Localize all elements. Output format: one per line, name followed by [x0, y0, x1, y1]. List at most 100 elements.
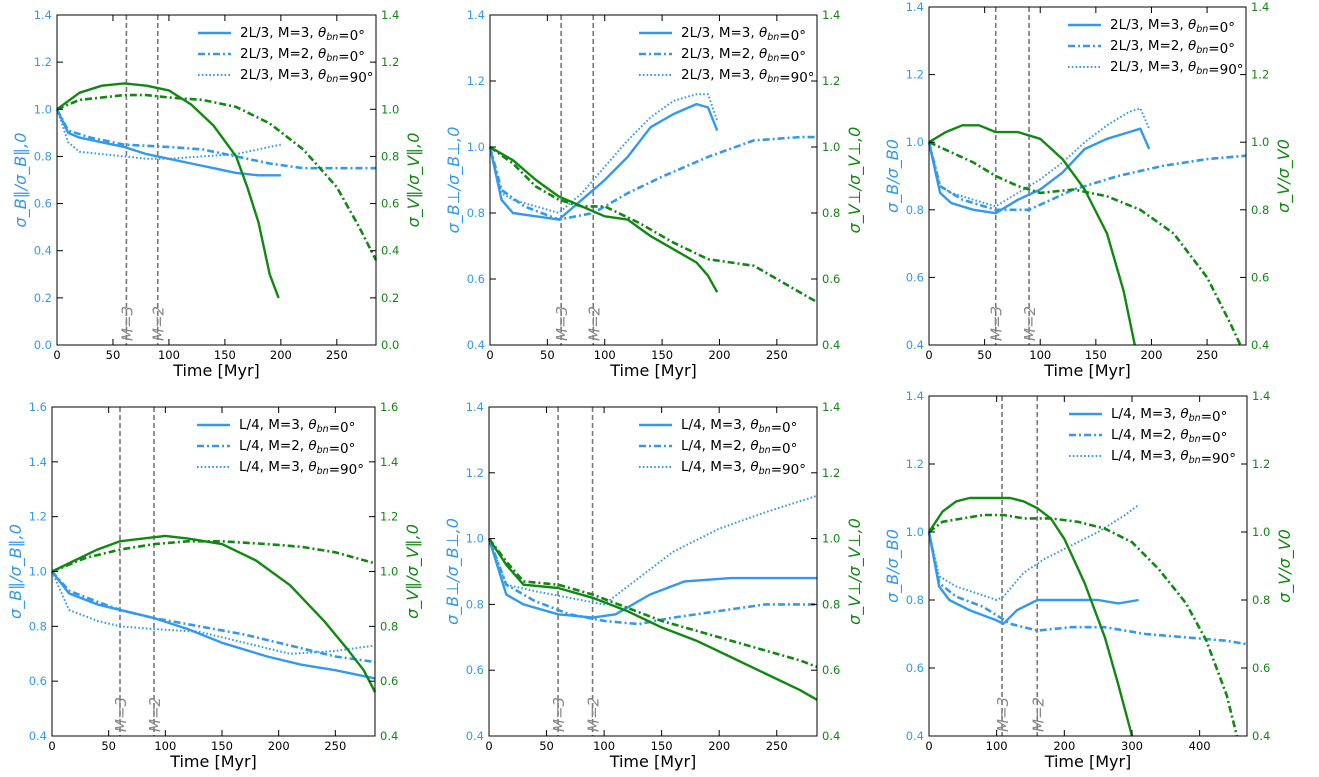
- series-line-b-dashdot: [927, 141, 1247, 212]
- y-tick-label-right: 0.6: [381, 197, 399, 211]
- x-tick-label: 200: [270, 348, 292, 362]
- y-tick-label-left: 1.2: [34, 55, 52, 69]
- y-tick-label-right: 0.0: [381, 338, 399, 352]
- plot-frame: [56, 14, 377, 346]
- y-tick-label-left: 0.2: [34, 291, 52, 305]
- y-tick-label-right: 1.0: [822, 140, 840, 154]
- marker-label: M=2: [1029, 697, 1047, 732]
- legend-label: 2L/3, M=3, θbn=90°: [1110, 59, 1244, 78]
- y-tick-label-left: 0.8: [34, 149, 52, 163]
- marker-label: M=2: [585, 697, 603, 732]
- series-line-b-dotted: [51, 571, 376, 655]
- y-axis-label-left: σ_B∥/σ_B∥,0: [11, 133, 31, 228]
- y-tick-label-right: 0.8: [380, 619, 398, 633]
- y-tick-label-left: 0.6: [466, 663, 484, 677]
- legend-label: L/4, M=3, θbn=90°: [681, 459, 806, 478]
- y-tick-label-right: 1.2: [822, 466, 840, 480]
- x-tick-label: 200: [1053, 739, 1075, 753]
- y-tick-label-left: 1.4: [34, 8, 52, 22]
- y-tick-label-right: 1.4: [822, 400, 840, 414]
- y-tick-label-right: 0.4: [822, 338, 840, 352]
- y-tick-label-left: 1.0: [467, 140, 485, 154]
- plot-frame: [489, 14, 818, 346]
- series-line-b-solid: [488, 102, 719, 221]
- series-line-b-dashdot: [55, 108, 376, 170]
- plot-frame: [51, 406, 376, 737]
- y-axis-label-right: σ_V∥/σ_V∥,0: [403, 524, 423, 619]
- y-axis-label-left: σ_B/σ_B0: [883, 529, 903, 603]
- series-line-b-dashdot: [51, 570, 376, 664]
- y-tick-label-left: 0.6: [906, 270, 924, 284]
- x-tick-label: 50: [539, 739, 554, 753]
- series-line-b-dashdot: [927, 531, 1248, 646]
- series-line-v-dashdot: [928, 141, 1242, 346]
- y-tick-label-right: 1.4: [1252, 389, 1270, 403]
- y-tick-label-left: 0.4: [467, 338, 485, 352]
- x-axis-label: Time [Myr]: [609, 752, 697, 771]
- plot-frame: [928, 395, 1248, 737]
- series-line-v-solid: [56, 82, 280, 299]
- y-tick-label-left: 0.4: [906, 338, 924, 352]
- marker-label: M=3: [550, 697, 568, 732]
- series-line-b-solid: [55, 108, 281, 177]
- legend-label: L/4, M=3, θbn=0°: [1111, 406, 1227, 425]
- series-line-v-solid: [51, 534, 377, 693]
- y-tick-label-left: 0.8: [29, 619, 47, 633]
- x-axis-label: Time [Myr]: [609, 361, 697, 380]
- y-tick-label-left: 0.6: [467, 272, 485, 286]
- y-tick-label-left: 1.2: [466, 466, 484, 480]
- y-axis-label-left: σ_B⊥/σ_B⊥,0: [444, 127, 464, 234]
- y-tick-label-right: 1.2: [380, 510, 398, 524]
- y-tick-label-left: 0.4: [29, 729, 47, 743]
- marker-label: M=2: [1021, 306, 1039, 341]
- x-tick-label: 0: [925, 348, 932, 362]
- series-line-b-dotted: [489, 93, 719, 214]
- y-tick-label-right: 1.4: [822, 8, 840, 22]
- series-line-v-dashdot: [928, 513, 1239, 737]
- y-tick-label-left: 1.4: [29, 455, 47, 469]
- x-axis-label: Time [Myr]: [172, 361, 260, 380]
- series-line-b-dotted: [928, 504, 1140, 601]
- y-tick-label-right: 0.8: [1252, 593, 1270, 607]
- legend-label: 2L/3, M=3, θbn=0°: [240, 25, 365, 44]
- panel-3: M=3 M=2 0 50 100 150 200 250 0.4 0.4 0.6 0.6 0.8 0.8 1…: [883, 0, 1294, 380]
- plot-frame: [488, 406, 818, 737]
- series-line-v-dashdot: [56, 93, 378, 261]
- x-tick-label: 200: [708, 348, 730, 362]
- series-line-v-solid: [489, 145, 719, 293]
- marker-label: M=3: [994, 697, 1012, 732]
- y-tick-label-right: 0.4: [380, 729, 398, 743]
- y-tick-label-left: 1.4: [467, 8, 485, 22]
- x-tick-label: 0: [925, 739, 932, 753]
- y-tick-label-right: 1.6: [380, 400, 398, 414]
- x-tick-label: 50: [106, 348, 121, 362]
- y-tick-label-left: 0.8: [906, 203, 924, 217]
- series-line-b-dashdot: [487, 538, 817, 626]
- x-tick-label: 100: [154, 739, 176, 753]
- x-tick-label: 150: [211, 739, 233, 753]
- series-line-v-solid: [927, 496, 1134, 737]
- legend-label: L/4, M=2, θbn=0°: [681, 438, 797, 457]
- y-tick-label-right: 0.6: [380, 674, 398, 688]
- marker-label: M=3: [988, 306, 1006, 341]
- x-tick-label: 300: [1121, 739, 1143, 753]
- legend-label: L/4, M=3, θbn=90°: [239, 459, 364, 478]
- series-line-b-dotted: [928, 107, 1151, 208]
- y-tick-label-left: 1.4: [466, 400, 484, 414]
- y-tick-label-right: 0.6: [1252, 661, 1270, 675]
- x-tick-label: 100: [158, 348, 180, 362]
- x-tick-label: 400: [1189, 739, 1211, 753]
- y-tick-label-right: 1.2: [1251, 68, 1269, 82]
- y-tick-label-right: 0.8: [822, 597, 840, 611]
- marker-label: M=2: [150, 306, 168, 341]
- x-tick-label: 50: [101, 739, 116, 753]
- y-tick-label-left: 0.6: [29, 674, 47, 688]
- panel-2: M=3 M=2 0 50 100 150 200 250 0.4 0.4 0.6 0.6 0.8 0.8 1…: [444, 8, 865, 380]
- x-tick-label: 100: [594, 348, 616, 362]
- y-tick-label-left: 0.8: [467, 206, 485, 220]
- y-axis-label-left: σ_B∥/σ_B∥,0: [6, 524, 26, 619]
- marker-label: M=3: [112, 697, 130, 732]
- series-line-b-solid: [927, 531, 1139, 625]
- legend-label: 2L/3, M=3, θbn=90°: [681, 67, 815, 86]
